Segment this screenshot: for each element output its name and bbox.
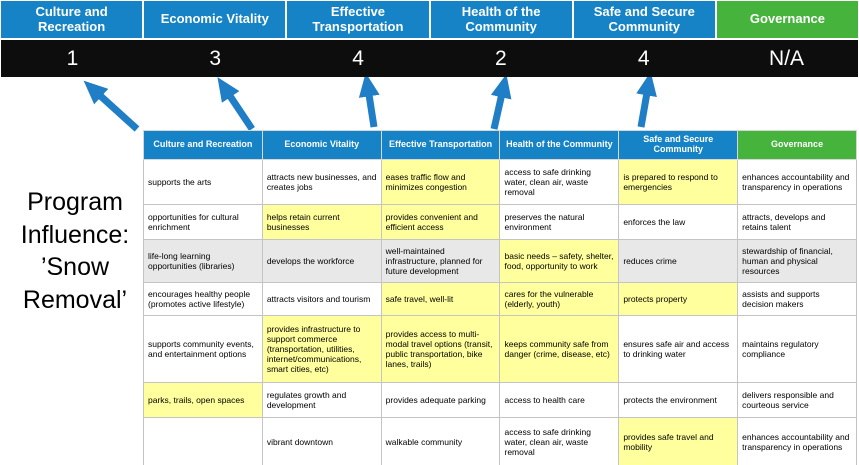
matrix-row: parks, trails, open spaces regulates grow… <box>143 382 857 418</box>
program-title: Program Influence: ’Snow Removal’ <box>20 188 130 314</box>
matrix-column-header: Governance <box>737 130 857 160</box>
matrix-row: life-long learning opportunities (librar… <box>143 239 857 283</box>
category-score: 1 <box>66 46 79 70</box>
matrix-row: opportunities for cultural enrichment hel… <box>143 204 857 240</box>
matrix-row: encourages healthy people (promotes acti… <box>143 282 857 316</box>
matrix-row: vibrant downtown walkable community access… <box>143 417 857 465</box>
matrix-cell-highlighted: safe travel, well-lit <box>380 282 501 316</box>
matrix-cell: enhances accountability and transparency… <box>737 417 857 465</box>
matrix-cell-highlighted: provides convenient and efficient access <box>380 204 501 240</box>
influence-arrow <box>490 77 512 130</box>
matrix-body: supports the arts attracts new businesses… <box>143 159 857 465</box>
category-score: 2 <box>495 46 507 70</box>
category-header: Health of the Community <box>430 1 572 38</box>
matrix-cell: ensures safe air and access to drinking … <box>618 315 739 383</box>
matrix-cell-highlighted: provides safe travel and mobility <box>618 417 739 465</box>
matrix-cell: encourages healthy people (promotes acti… <box>143 282 263 316</box>
category-header: Culture and Recreation <box>1 1 143 38</box>
category-header: Safe and Secure Community <box>573 1 715 38</box>
matrix-cell: well-maintained infrastructure, planned … <box>380 239 501 283</box>
matrix-cell: access to safe drinking water, clean air… <box>499 417 620 465</box>
matrix-cell-highlighted: protects property <box>618 282 739 316</box>
matrix-cell: preserves the natural environment <box>499 204 620 240</box>
matrix-cell: access to health care <box>499 382 620 418</box>
matrix-cell <box>143 417 263 465</box>
matrix-cell: develops the workforce <box>261 239 382 283</box>
matrix-column-header: Culture and Recreation <box>143 130 263 160</box>
matrix-cell-highlighted: basic needs – safety, shelter, food, opp… <box>499 239 620 283</box>
matrix-cell-highlighted: is prepared to respond to emergencies <box>618 159 739 205</box>
matrix-column-header: Effective Transportation <box>380 130 501 160</box>
matrix-column-header: Health of the Community <box>499 130 620 160</box>
matrix-cell: delivers responsible and courteous servi… <box>737 382 857 418</box>
matrix-cell-highlighted: provides infrastructure to support comme… <box>261 315 382 383</box>
matrix-cell: opportunities for cultural enrichment <box>143 204 263 240</box>
matrix-cell: reduces crime <box>618 239 739 283</box>
matrix-cell-highlighted: keeps community safe from danger (crime,… <box>499 315 620 383</box>
matrix-row: supports community events, and entertain… <box>143 315 857 383</box>
category-header-row: Culture and Recreation Economic Vitality E… <box>1 1 859 38</box>
category-score: 3 <box>209 46 222 70</box>
matrix-cell-highlighted: eases traffic flow and minimizes congest… <box>380 159 501 205</box>
matrix-cell-highlighted: cares for the vulnerable (elderly, youth… <box>499 282 620 316</box>
category-header: Effective Transportation <box>287 1 429 38</box>
matrix-cell-highlighted: provides access to multi-modal travel op… <box>380 315 501 383</box>
influence-arrow <box>83 80 140 132</box>
matrix-column-header: Safe and Secure Community <box>618 130 739 160</box>
matrix-cell: enforces the law <box>618 204 739 240</box>
matrix-cell: supports community events, and entertain… <box>143 315 263 383</box>
matrix-cell: protects the environment <box>618 382 739 418</box>
influence-arrow <box>358 77 380 128</box>
category-score: 4 <box>637 46 650 70</box>
influence-matrix: Culture and Recreation Economic Vitality E… <box>143 130 857 465</box>
matrix-cell: provides adequate parking <box>380 382 501 418</box>
matrix-cell: attracts, develops and retains talent <box>737 204 857 240</box>
category-header: Economic Vitality <box>144 1 286 38</box>
matrix-header-row: Culture and Recreation Economic Vitality E… <box>143 130 857 160</box>
matrix-cell: attracts new businesses, and creates job… <box>261 159 382 205</box>
matrix-cell: attracts visitors and tourism <box>261 282 382 316</box>
matrix-cell: enhances accountability and transparency… <box>737 159 857 205</box>
matrix-cell: stewardship of financial, human and phys… <box>737 239 857 283</box>
matrix-cell-highlighted: parks, trails, open spaces <box>143 382 263 418</box>
category-score: 4 <box>352 46 364 70</box>
matrix-cell: assists and supports decision makers <box>737 282 857 316</box>
matrix-cell: regulates growth and development <box>261 382 382 418</box>
matrix-cell: supports the arts <box>143 159 263 205</box>
influence-arrows <box>83 77 657 132</box>
score-row: 1 3 4 2 4 N/A <box>1 40 858 77</box>
matrix-column-header: Economic Vitality <box>261 130 382 160</box>
matrix-cell: life-long learning opportunities (librar… <box>143 239 263 283</box>
category-header: Governance <box>716 1 859 38</box>
category-score: N/A <box>769 46 805 70</box>
matrix-cell-highlighted: helps retain current businesses <box>261 204 382 240</box>
matrix-cell: maintains regulatory compliance <box>737 315 857 383</box>
matrix-cell: access to safe drinking water, clean air… <box>499 159 620 205</box>
matrix-row: supports the arts attracts new businesses… <box>143 159 857 205</box>
influence-arrow <box>636 77 657 128</box>
influence-arrow <box>217 77 255 131</box>
matrix-cell: vibrant downtown <box>261 417 382 465</box>
matrix-cell: walkable community <box>380 417 501 465</box>
